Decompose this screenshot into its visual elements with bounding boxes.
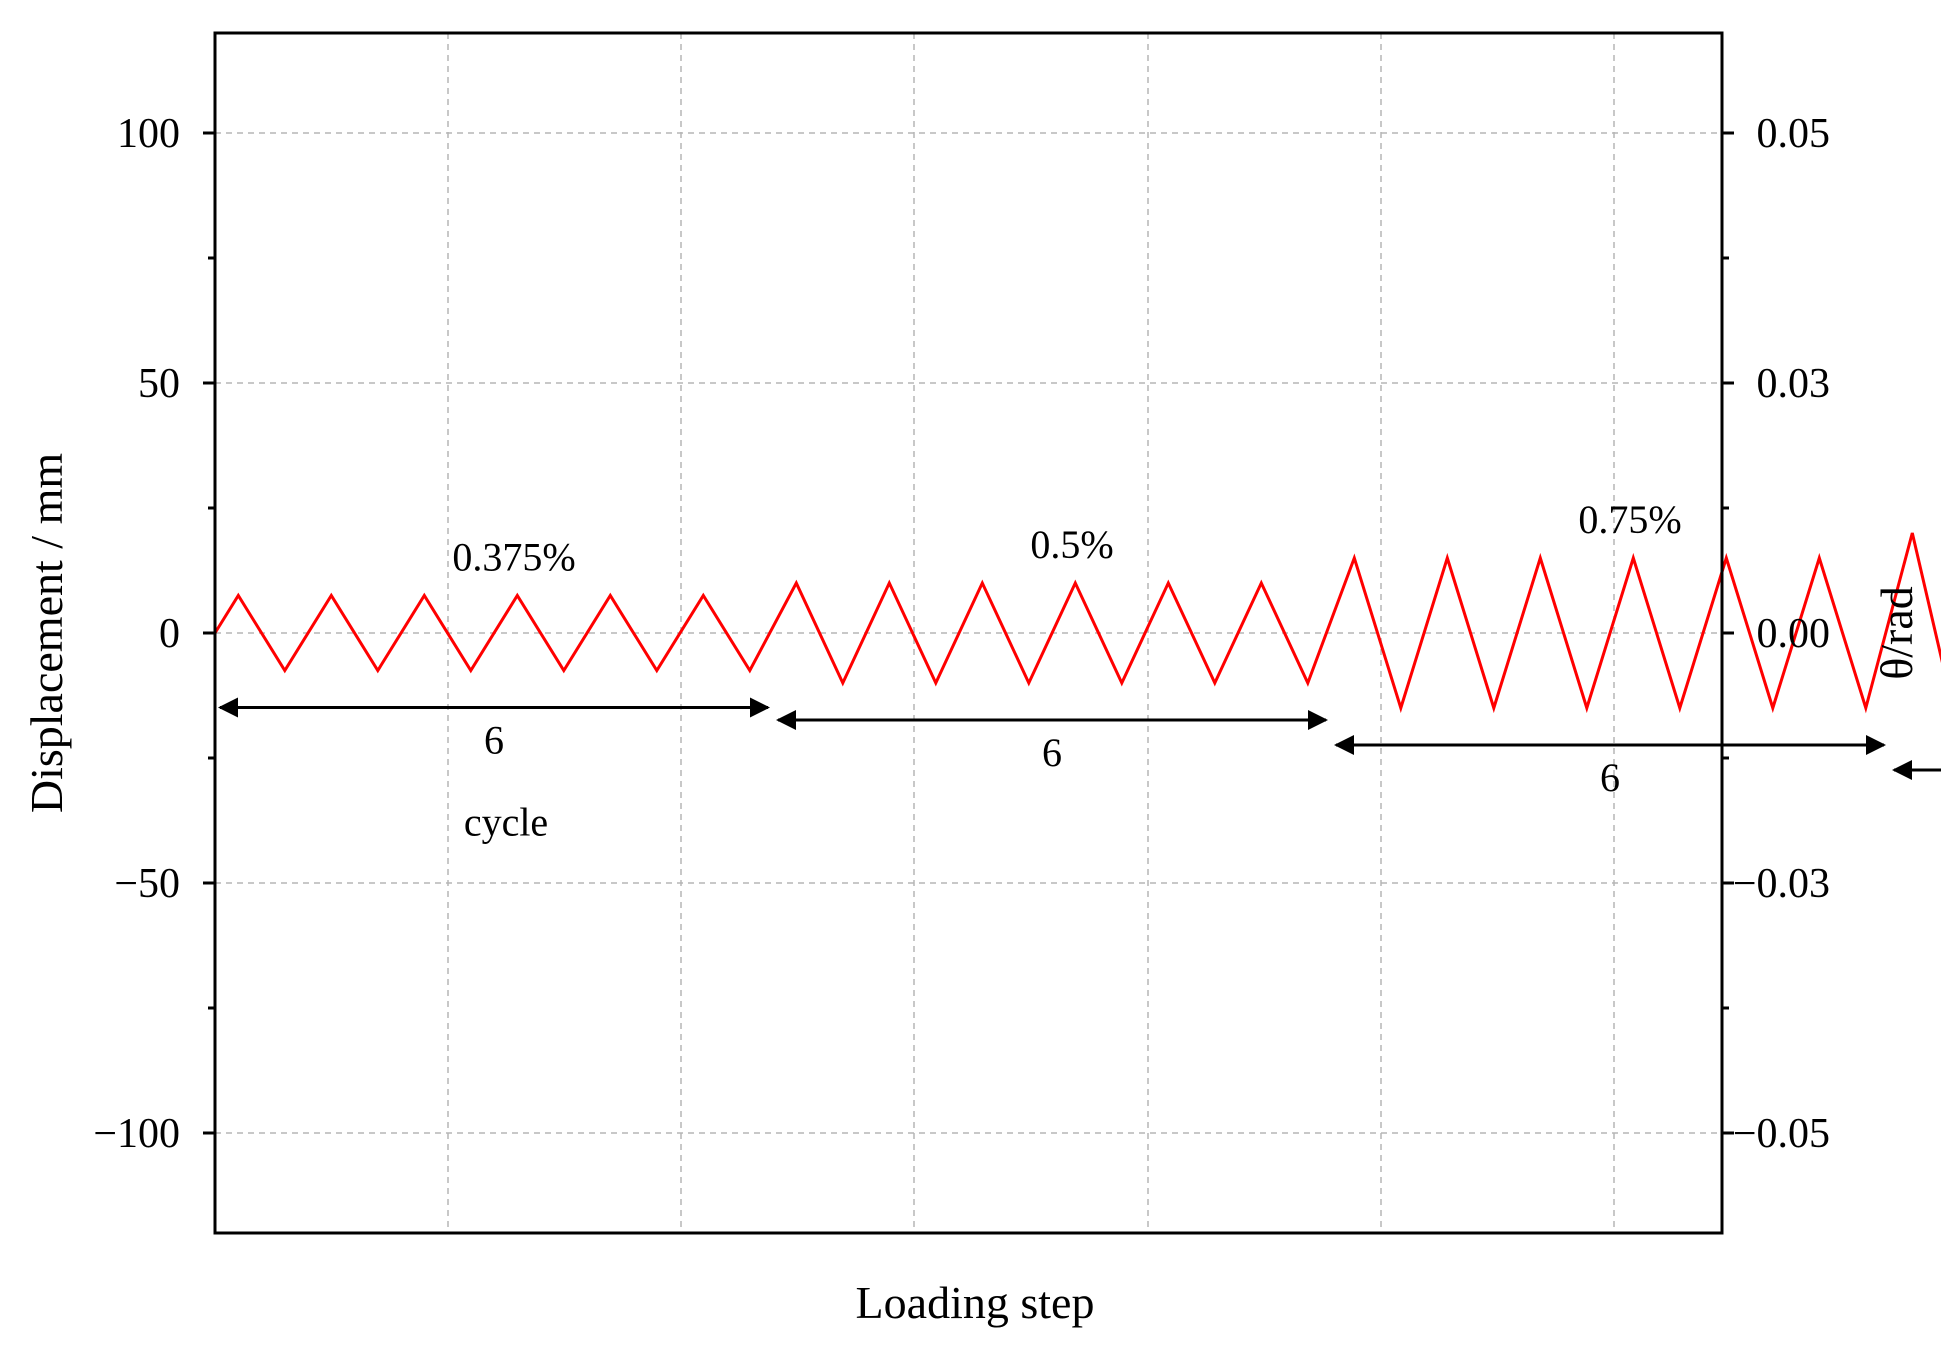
drift-label: 0.75% <box>1578 497 1681 542</box>
y-tick-label: −50 <box>114 861 180 907</box>
y2-axis-title: θ/rad <box>1871 586 1922 680</box>
axis-ticks <box>203 131 1734 1135</box>
y2-tick-label: −0.05 <box>1733 1111 1830 1157</box>
cycle-count-label: 6 <box>484 718 504 763</box>
annotations: 0.375%6cycle0.5%60.75%61%41.5%22%23%24%2… <box>218 497 1941 845</box>
y-axis-title: Displacement / mm <box>21 453 72 813</box>
y-tick-label: 0 <box>159 611 180 657</box>
y2-tick-label: −0.03 <box>1733 861 1830 907</box>
drift-label: 0.5% <box>1030 522 1113 567</box>
grid-lines <box>215 33 1722 1233</box>
y-tick-label: 100 <box>117 111 180 157</box>
drift-label: 0.375% <box>452 535 575 580</box>
y2-tick-label: 0.05 <box>1757 111 1831 157</box>
y-tick-label: 50 <box>138 361 180 407</box>
tick-labels: −100 −50 0 50 100 −0.05 −0.03 0.00 0.03 0.05 <box>93 111 1830 1157</box>
cycle-label: cycle <box>464 800 548 845</box>
y-tick-label: −100 <box>93 1111 180 1157</box>
cycle-count-label: 6 <box>1042 730 1062 775</box>
y2-tick-label: 0.00 <box>1757 611 1831 657</box>
cycle-count-label: 6 <box>1600 755 1620 800</box>
displacement-series-line <box>213 532 1941 714</box>
y2-tick-label: 0.03 <box>1757 361 1831 407</box>
x-axis-title: Loading step <box>856 1277 1095 1328</box>
